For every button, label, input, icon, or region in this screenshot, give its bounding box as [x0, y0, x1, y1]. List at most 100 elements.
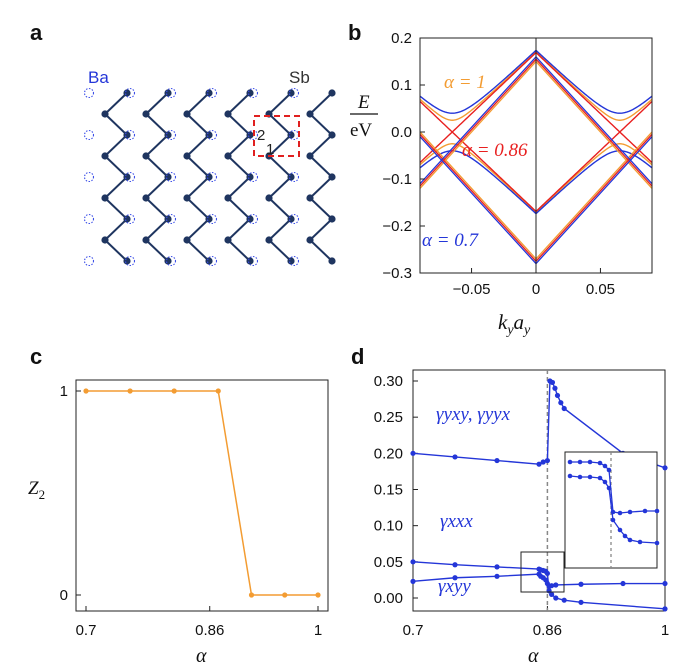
ba-atom: [288, 255, 300, 267]
sb-atom: [183, 194, 191, 202]
x-tick-label: −0.05: [453, 281, 491, 298]
z2-point: [83, 388, 89, 394]
label-alpha-07: α = 0.7: [422, 230, 480, 251]
ba-atom: [124, 129, 136, 141]
inset-point: [617, 527, 623, 533]
y-tick-label: 0.05: [374, 554, 403, 571]
sb-atom: [246, 89, 254, 97]
z2-frame: [75, 379, 329, 612]
series-point: [553, 595, 559, 601]
sb-atom: [183, 152, 191, 160]
series-point: [410, 578, 416, 584]
label-alpha-1: α = 1: [444, 72, 486, 93]
inset-point: [642, 508, 648, 514]
ba-atom: [165, 129, 177, 141]
sb-atom: [164, 215, 172, 223]
sb-atom: [101, 194, 109, 202]
sb-atom: [205, 173, 213, 181]
series-point: [549, 591, 555, 597]
sb-atom: [306, 110, 314, 118]
unit-cell-box: [253, 115, 300, 157]
series-point: [578, 581, 584, 587]
inset-point: [602, 463, 608, 469]
y-tick-label: 0.00: [374, 590, 403, 607]
sb-atom: [287, 257, 295, 265]
series-point: [536, 461, 542, 467]
z2-point: [248, 592, 255, 598]
sb-atom: [164, 257, 172, 265]
sb-atom: [205, 215, 213, 223]
x-tick-label: 0.05: [586, 281, 615, 298]
sb-atom: [328, 257, 336, 265]
y-tick-label: −0.3: [382, 265, 412, 282]
panel-a-label: a: [30, 20, 43, 45]
sb-atom: [183, 236, 191, 244]
x-tick-label: 1: [661, 622, 669, 639]
inset-point: [587, 459, 593, 465]
y-tick-label: 1: [60, 383, 68, 400]
inset-point: [567, 459, 573, 465]
ba-atom: [83, 213, 95, 225]
ba-atom: [83, 255, 95, 267]
y-tick-label: 0.0: [391, 124, 412, 141]
z2-axis-label: Z2: [28, 478, 45, 502]
ba-atom: [247, 255, 259, 267]
series-point: [553, 582, 559, 588]
response-x-axis-label: α: [528, 645, 539, 667]
sb-atom: [142, 194, 150, 202]
x-tick-label: 0.7: [76, 622, 97, 639]
sb-atom: [123, 89, 131, 97]
panel-b-label: b: [348, 20, 361, 45]
sb-atom: [246, 173, 254, 181]
ba-atom: [247, 87, 259, 99]
y-tick-label: 0.25: [374, 409, 403, 426]
response-frame: [412, 369, 666, 612]
series-point: [452, 454, 458, 460]
inset-point: [637, 539, 643, 545]
inset-point: [577, 459, 583, 465]
y-tick-label: 0.30: [374, 373, 403, 390]
inset-point: [577, 474, 583, 480]
y-tick-label: 0.15: [374, 482, 403, 499]
ba-atom: [206, 87, 218, 99]
energy-axis-numerator: E: [357, 92, 370, 113]
z2-point: [282, 592, 288, 598]
site-label-1: 1: [266, 141, 274, 158]
ba-atom: [124, 255, 136, 267]
sb-atom: [142, 110, 150, 118]
x-tick-label: 0.86: [195, 622, 224, 639]
band-x-axis-label: kyay: [498, 310, 531, 338]
ba-atom: [165, 87, 177, 99]
band-structure-axes: −0.3 −0.2 −0.1 0.0 0.1 0.2 −0.05 0 0.05: [382, 30, 653, 298]
label-alpha-086: α = 0.86: [462, 140, 528, 161]
z2-invariant-plot: 0 1 0.7 0.86 1: [60, 379, 329, 639]
label-gamma-yxy: γyxy, γyyx: [436, 404, 511, 425]
sb-atom-label: Sb: [289, 68, 310, 87]
series-point: [410, 450, 416, 456]
sb-atom: [123, 257, 131, 265]
ba-atom: [165, 255, 177, 267]
z2-point: [171, 388, 177, 394]
y-tick-label: 0.1: [391, 77, 412, 94]
inset-point: [622, 533, 628, 539]
inset-point: [606, 485, 612, 491]
sb-atom: [306, 152, 314, 160]
ba-atom: [83, 87, 95, 99]
sb-atom: [142, 152, 150, 160]
inset-point: [610, 517, 616, 523]
sb-atom: [287, 215, 295, 223]
ba-atom: [206, 255, 218, 267]
inset-point: [627, 537, 633, 543]
inset-point: [627, 509, 633, 515]
sb-atom: [265, 194, 273, 202]
x-tick-label: 1: [314, 622, 322, 639]
sb-atom: [287, 131, 295, 139]
series-point: [452, 575, 458, 581]
site-label-2: 2: [257, 127, 265, 144]
sb-atom: [328, 131, 336, 139]
inset-point: [597, 460, 603, 466]
inset-point: [654, 508, 660, 514]
sb-atom: [205, 89, 213, 97]
x-tick-label: 0: [532, 281, 540, 298]
